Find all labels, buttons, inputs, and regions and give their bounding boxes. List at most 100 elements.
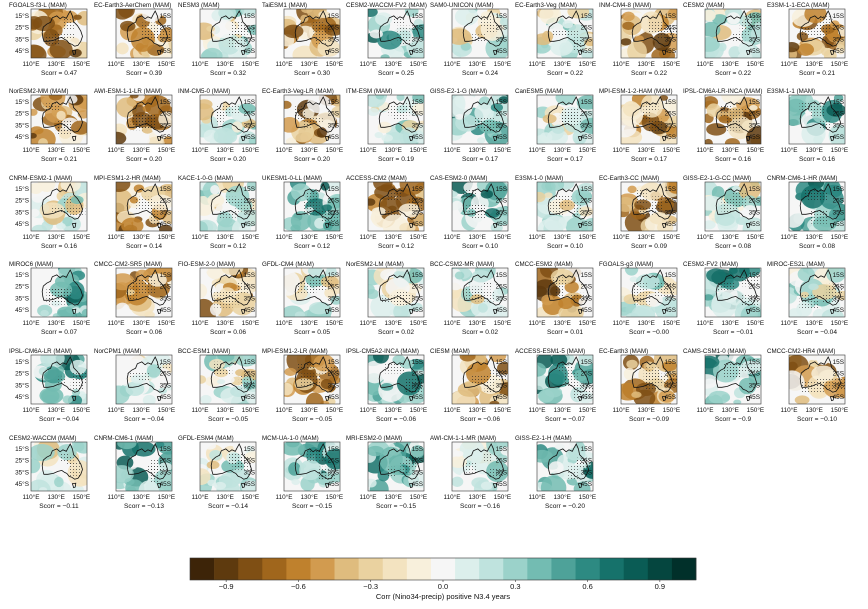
correlation-blob — [224, 376, 235, 384]
map-frame — [620, 354, 678, 405]
lat-tick-label-inside: 15S — [328, 446, 339, 453]
scorr-prefix: Scorr — [547, 243, 564, 250]
significance-stipple — [471, 34, 487, 42]
panel-title: SAM0-UNICON (MAM) — [430, 2, 494, 9]
lon-tick-label: 150°E — [410, 319, 427, 327]
scorr-eq: = — [140, 503, 148, 510]
lat-tick-label-inside: 25S — [665, 111, 676, 118]
correlation-blob — [584, 464, 593, 479]
lon-tick-label: 110°E — [107, 60, 124, 68]
panel-title: CMCC-CM2-HR4 (MAM) — [767, 348, 835, 355]
correlation-blob — [116, 465, 134, 484]
correlation-blob — [56, 222, 66, 230]
lat-tick-label-inside: 15S — [244, 359, 255, 366]
lon-tick-label: 130°E — [300, 60, 317, 68]
correlation-blob — [207, 193, 225, 207]
colorbar-bin — [623, 558, 649, 580]
scorr-prefix: Scorr — [378, 329, 395, 336]
tasmania-coastline — [408, 222, 414, 229]
tasmania-coastline — [829, 222, 835, 229]
scorr-prefix: Scorr — [208, 503, 225, 510]
precip-correlation-field — [705, 355, 761, 404]
correlation-blob — [404, 9, 419, 17]
map-frame — [704, 354, 762, 405]
tasmania-coastline — [745, 49, 751, 56]
significance-stipple — [146, 201, 169, 210]
precip-correlation-field — [368, 442, 424, 491]
lon-tick-label: 150°E — [158, 406, 175, 414]
lon-tick-label: 130°E — [468, 233, 485, 241]
map-frame — [704, 94, 762, 145]
scorr-value: 0.17 — [570, 156, 583, 163]
tasmania-coastline — [661, 395, 667, 402]
map-frame — [620, 181, 678, 232]
lat-tick-label-inside: 35S — [665, 295, 676, 302]
scorr-prefix: Scorr — [713, 329, 730, 336]
lat-tick-label-inside: 15S — [665, 272, 676, 279]
correlation-blob — [539, 132, 553, 143]
correlation-blob — [581, 217, 593, 231]
panel-title: CAMS-CSM1-0 (MAM) — [683, 348, 746, 355]
correlation-blob — [284, 100, 292, 109]
correlation-blob — [662, 100, 677, 111]
correlation-blob — [622, 21, 635, 30]
lat-tick-label-inside: 45S — [833, 307, 844, 314]
colorbar-tick-label: 0.9 — [655, 582, 665, 591]
map-panel: IPSL-CM6A-LR (MAM) 15°S 25°S 35°S 45°S 110°E 1… — [9, 348, 90, 423]
scorr-value: 0.08 — [738, 243, 751, 250]
lat-tick-label-inside: 35S — [581, 209, 592, 216]
lat-tick-label-inside: 35S — [160, 469, 171, 476]
lat-tick-label-inside: 35S — [665, 122, 676, 129]
correlation-blob — [808, 283, 819, 291]
significance-stipple — [810, 106, 826, 118]
scorr-value: 0.25 — [401, 70, 414, 77]
lon-tick-label: 150°E — [579, 146, 596, 154]
lon-tick-label: 110°E — [191, 146, 208, 154]
significance-stipple — [489, 369, 508, 381]
lon-tick-label: 110°E — [191, 319, 208, 327]
panel-title: BCC-CSM2-MR (MAM) — [430, 261, 494, 268]
panel-title: IPSL-CM6A-LR-INCA (MAM) — [683, 88, 762, 95]
lat-tick-label-inside: 45S — [581, 394, 592, 401]
map-panel: CESM2-WACCM-FV2 (MAM) 15S 25S 35S 45S 110°E 13… — [346, 2, 427, 77]
correlation-blob — [706, 123, 727, 136]
lon-tick-label: 110°E — [612, 406, 629, 414]
lat-tick-label-inside: 25S — [665, 198, 676, 205]
lat-tick-label-inside: 45S — [496, 221, 507, 228]
correlation-blob — [833, 95, 844, 102]
lat-tick-label-inside: 25S — [665, 371, 676, 378]
australia-coastline — [378, 443, 420, 480]
correlation-blob — [372, 355, 389, 364]
lon-tick-label: 110°E — [528, 406, 545, 414]
lat-tick-label-inside: 25S — [665, 284, 676, 291]
panel-title: AWI-ESM-1-1-LR (MAM) — [94, 88, 162, 95]
scorr-label: Scorr = 0.08 — [799, 243, 835, 250]
tasmania-coastline — [492, 222, 498, 229]
scorr-label: Scorr = 0.17 — [547, 156, 583, 163]
map-panel: FIO-ESM-2-0 (MAM) 15S 25S 35S 45S 110°E 130°E 1… — [178, 261, 259, 336]
colorbar: −0.9 −0.6 −0.3 0.0 0.3 0.6 0.9 Corr (Nino34-pre… — [189, 557, 697, 601]
lon-tick-label: 150°E — [326, 60, 343, 68]
panel-title: BCC-ESM1 (MAM) — [178, 348, 230, 355]
panel-title: CESM2-FV2 (MAM) — [683, 261, 738, 268]
map-frame — [115, 441, 173, 492]
lat-tick-label-inside: 15S — [160, 359, 171, 366]
lat-tick-label-inside: 25S — [244, 111, 255, 118]
lon-tick-label: 150°E — [73, 406, 90, 414]
lon-tick-label: 130°E — [468, 319, 485, 327]
colorbar-tick-label: 0.6 — [582, 582, 592, 591]
lon-tick-label: 110°E — [107, 493, 124, 501]
lon-tick-label: 150°E — [663, 406, 680, 414]
map-frame — [451, 441, 509, 492]
lat-tick-label-inside: 35S — [328, 382, 339, 389]
scorr-value: −0.9 — [738, 416, 751, 423]
correlation-blob — [39, 387, 64, 404]
significance-stipple — [643, 102, 659, 112]
scorr-prefix: Scorr — [39, 416, 56, 423]
precip-correlation-field — [621, 355, 677, 404]
tasmania-coastline — [745, 308, 751, 315]
scorr-eq: = — [308, 416, 316, 423]
australia-coastline — [378, 96, 420, 133]
correlation-blob — [154, 468, 172, 491]
significance-stipple — [729, 365, 742, 379]
